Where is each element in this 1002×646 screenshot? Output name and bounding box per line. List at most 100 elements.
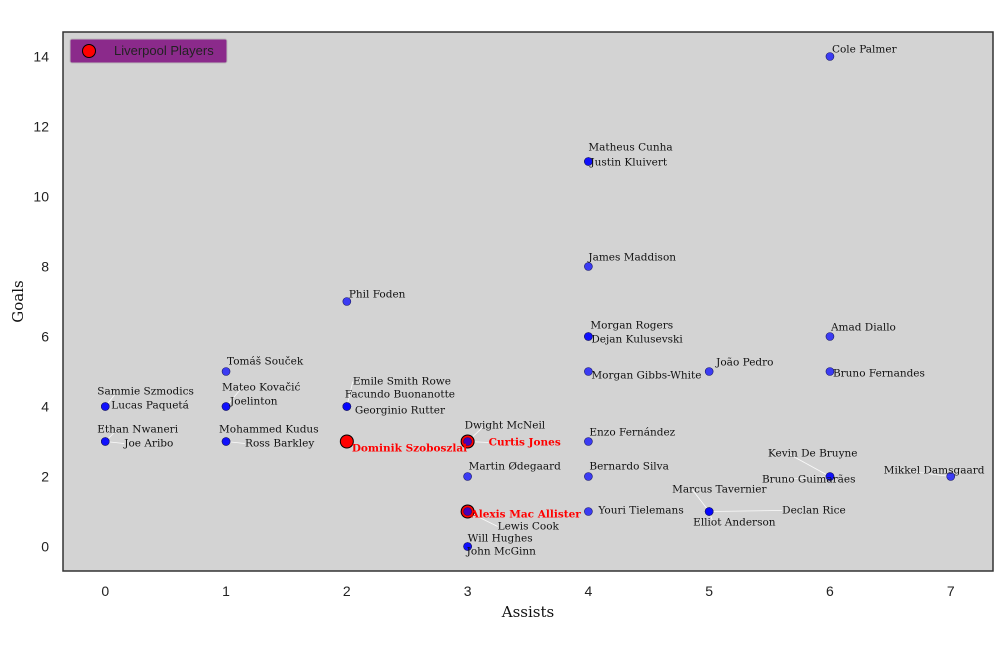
x-tick-label: 7: [947, 583, 955, 599]
label-dejan-kulusevski: Dejan Kulusevski: [591, 334, 683, 346]
y-tick-label: 14: [33, 49, 49, 65]
point-mikkel-damsgaard: [946, 472, 956, 481]
y-axis-ticks: 0 2 4 6 8 10 12 14: [33, 49, 49, 555]
label-matheus-cunha: Matheus Cunha: [588, 142, 672, 154]
point-youri-tielemans: [584, 507, 593, 516]
point-dejan-kulusevski: [584, 332, 593, 341]
point-joao-pedro: [704, 367, 714, 376]
point-dwight-mcneil: [463, 437, 472, 446]
point-amad-diallo: [825, 332, 835, 341]
label-will-hughes: Will Hughes: [468, 533, 533, 545]
label-joelinton: Joelinton: [229, 396, 278, 408]
label-lucas-paqueta: Lucas Paquetá: [111, 400, 189, 412]
point-enzo-fernandez: [584, 437, 593, 446]
x-tick-label: 1: [222, 583, 230, 599]
x-tick-label: 5: [705, 583, 713, 599]
legend-label: Liverpool Players: [114, 43, 214, 58]
x-axis-title: Assists: [501, 603, 554, 621]
y-tick-label: 6: [41, 329, 49, 345]
point-james-maddison: [584, 262, 593, 271]
point-cole-palmer: [825, 52, 835, 61]
point-bernardo-silva: [584, 472, 593, 481]
label-martin-degaard: Martin Ødegaard: [469, 461, 562, 473]
label-james-maddison: James Maddison: [587, 252, 676, 264]
label-sammie-szmodics: Sammie Szmodics: [97, 386, 194, 398]
label-mateo-kovacic: Mateo Kovačić: [222, 381, 300, 394]
point-tomas-soucek: [221, 367, 231, 376]
label-dominik-szoboszlai: Dominik Szoboszlai: [352, 443, 467, 455]
legend-marker: [82, 44, 96, 58]
label-enzo-fernandez: Enzo Fernández: [589, 427, 675, 439]
y-tick-label: 2: [41, 469, 49, 485]
point-bruno-fernandes: [825, 367, 835, 376]
point-labels: Dominik Szoboszlai Curtis Jones Alexis Mac…: [97, 44, 984, 558]
plot-area: [63, 32, 993, 571]
label-morgan-rogers: Morgan Rogers: [590, 320, 673, 332]
data-points: [100, 52, 956, 551]
label-dwight-mcneil: Dwight McNeil: [465, 420, 546, 432]
leader-line: [903, 470, 951, 477]
y-axis-title: Goals: [9, 280, 27, 322]
label-mikkel-damsgaard: Mikkel Damsgaard: [884, 465, 985, 477]
point-justin-kluivert: [584, 157, 593, 166]
leader-line: [787, 453, 831, 477]
label-justin-kluivert: Justin Kluivert: [589, 157, 668, 169]
label-kevin-de-bruyne: Kevin De Bruyne: [768, 448, 858, 460]
label-tomas-soucek: Tomáš Souček: [227, 355, 304, 368]
y-tick-label: 8: [41, 259, 49, 275]
legend-box: [69, 38, 228, 64]
label-declan-rice: Declan Rice: [782, 505, 846, 517]
label-elliot-anderson: Elliot Anderson: [693, 517, 776, 529]
x-tick-label: 6: [826, 583, 834, 599]
label-georginio-rutter: Georginio Rutter: [355, 405, 446, 417]
point-bruno-guimaraes: [825, 472, 835, 481]
label-amad-diallo: Amad Diallo: [830, 322, 896, 334]
label-joao-pedro: João Pedro: [715, 357, 773, 369]
x-tick-label: 0: [101, 583, 109, 599]
label-ross-barkley: Ross Barkley: [245, 438, 314, 450]
label-bruno-guimaraes: Bruno Guimarães: [762, 474, 856, 486]
label-marcus-tavernier: Marcus Tavernier: [672, 484, 767, 496]
label-joe-aribo: Joe Aribo: [123, 438, 173, 450]
point-lewis-cook: [463, 507, 472, 516]
point-elliot-anderson: [704, 507, 714, 516]
point-john-mcginn: [463, 542, 472, 551]
x-axis-ticks: 0 1 2 3 4 5 6 7: [101, 583, 954, 599]
label-john-mcginn: John McGinn: [466, 546, 537, 558]
x-tick-label: 4: [584, 583, 592, 599]
label-mohammed-kudus: Mohammed Kudus: [219, 424, 319, 436]
label-ethan-nwaneri: Ethan Nwaneri: [97, 424, 178, 436]
label-youri-tielemans: Youri Tielemans: [597, 505, 683, 517]
point-morgan-gibbs-white: [584, 367, 593, 376]
label-curtis-jones: Curtis Jones: [489, 437, 561, 449]
point-lucas-paqueta: [100, 402, 110, 411]
point-phil-foden: [342, 297, 352, 306]
y-tick-label: 4: [41, 399, 49, 415]
point-georginio-rutter: [342, 402, 352, 411]
point-martin-degaard: [463, 472, 472, 481]
label-phil-foden: Phil Foden: [349, 289, 406, 301]
y-tick-label: 10: [33, 189, 49, 205]
y-tick-label: 12: [33, 119, 49, 135]
leader-line: [709, 510, 783, 512]
x-tick-label: 3: [464, 583, 472, 599]
point-dominik-szoboszlai: [339, 434, 354, 449]
y-tick-label: 0: [41, 539, 49, 555]
label-lewis-cook: Lewis Cook: [498, 521, 560, 533]
point-joe-aribo: [100, 437, 110, 446]
x-tick-label: 2: [343, 583, 351, 599]
leader-line: [781, 476, 830, 480]
legend: Liverpool Players: [69, 38, 228, 64]
point-joelinton: [221, 402, 231, 411]
label-bruno-fernandes: Bruno Fernandes: [833, 368, 925, 380]
label-alexis-mac-allister: Alexis Mac Allister: [470, 509, 582, 521]
label-facundo-buonanotte: Facundo Buonanotte: [345, 389, 455, 401]
plot-frame: [62, 31, 994, 572]
label-emile-smith-rowe: Emile Smith Rowe: [353, 376, 451, 388]
label-morgan-gibbs-white: Morgan Gibbs-White: [591, 370, 701, 382]
label-bernardo-silva: Bernardo Silva: [589, 461, 668, 473]
label-cole-palmer: Cole Palmer: [832, 44, 898, 56]
point-ross-barkley: [221, 437, 231, 446]
leader-line: [691, 489, 710, 512]
